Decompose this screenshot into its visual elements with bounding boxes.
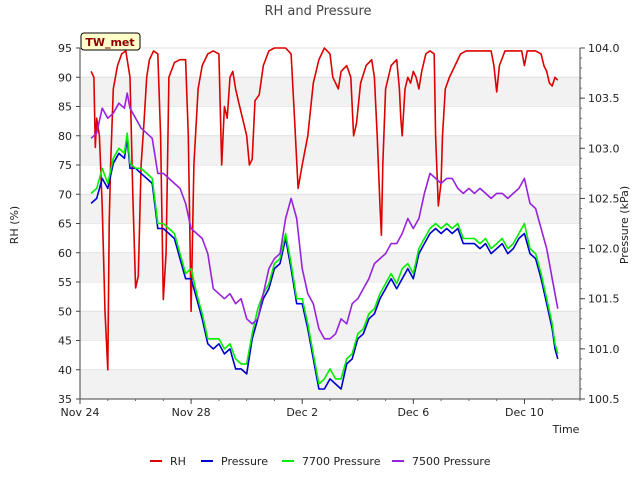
x-tick-label: Nov 24 [61,406,100,419]
grid-band [80,311,580,341]
legend: RH Pressure 7700 Pressure 7500 Pressure [150,455,491,468]
x-tick-label: Nov 28 [172,406,211,419]
right-tick-label: 102.0 [588,243,620,256]
right-tick-label: 100.5 [588,393,620,406]
grid-band [80,369,580,399]
right-tick-label: 102.5 [588,192,620,205]
legend-label: 7500 Pressure [412,455,491,468]
station-label-box: TW_met [80,32,141,51]
left-tick-label: 40 [58,364,72,377]
station-label: TW_met [85,36,134,49]
left-axis-ticks: 35 40 45 50 55 60 65 70 75 80 85 90 95 [58,42,80,406]
x-tick-label: Dec 6 [397,406,429,419]
legend-label: 7700 Pressure [302,455,381,468]
legend-label: RH [170,455,186,468]
x-tick-label: Dec 2 [286,406,318,419]
grid-band [80,135,580,165]
left-tick-label: 55 [58,276,72,289]
series-line-7500-pressure [90,92,559,340]
x-axis-ticks: Nov 24 Nov 28 Dec 2 Dec 6 Dec 10 [61,399,581,419]
series-layer [90,47,559,390]
right-tick-label: 101.5 [588,293,620,306]
left-tick-label: 85 [58,101,72,114]
grid-bands [80,47,580,399]
left-tick-label: 45 [58,335,72,348]
legend-label: Pressure [221,455,268,468]
left-tick-label: 95 [58,42,72,55]
left-tick-label: 50 [58,305,72,318]
left-tick-label: 65 [58,218,72,231]
series-line-rh [90,47,559,371]
grid-band [80,77,580,107]
grid-band [80,194,580,224]
right-tick-label: 101.0 [588,343,620,356]
right-tick-label: 103.0 [588,142,620,155]
left-tick-label: 80 [58,130,72,143]
left-tick-label: 70 [58,188,72,201]
grid-band [80,252,580,282]
right-axis-ticks: 100.5 101.0 101.5 102.0 102.5 103.0 103.5 104.0 [580,42,620,406]
right-axis-title: Pressure (kPa) [618,186,631,264]
series-line-pressure [90,137,559,390]
x-tick-label: Dec 10 [505,406,544,419]
chart-title: RH and Pressure [264,4,371,19]
right-tick-label: 103.5 [588,92,620,105]
left-tick-label: 35 [58,393,72,406]
x-axis-title: Time [552,423,580,436]
left-tick-label: 90 [58,71,72,84]
right-tick-label: 104.0 [588,42,620,55]
left-tick-label: 75 [58,159,72,172]
left-tick-label: 60 [58,247,72,260]
series-line-7700-pressure [90,132,559,385]
left-axis-title: RH (%) [8,206,21,244]
